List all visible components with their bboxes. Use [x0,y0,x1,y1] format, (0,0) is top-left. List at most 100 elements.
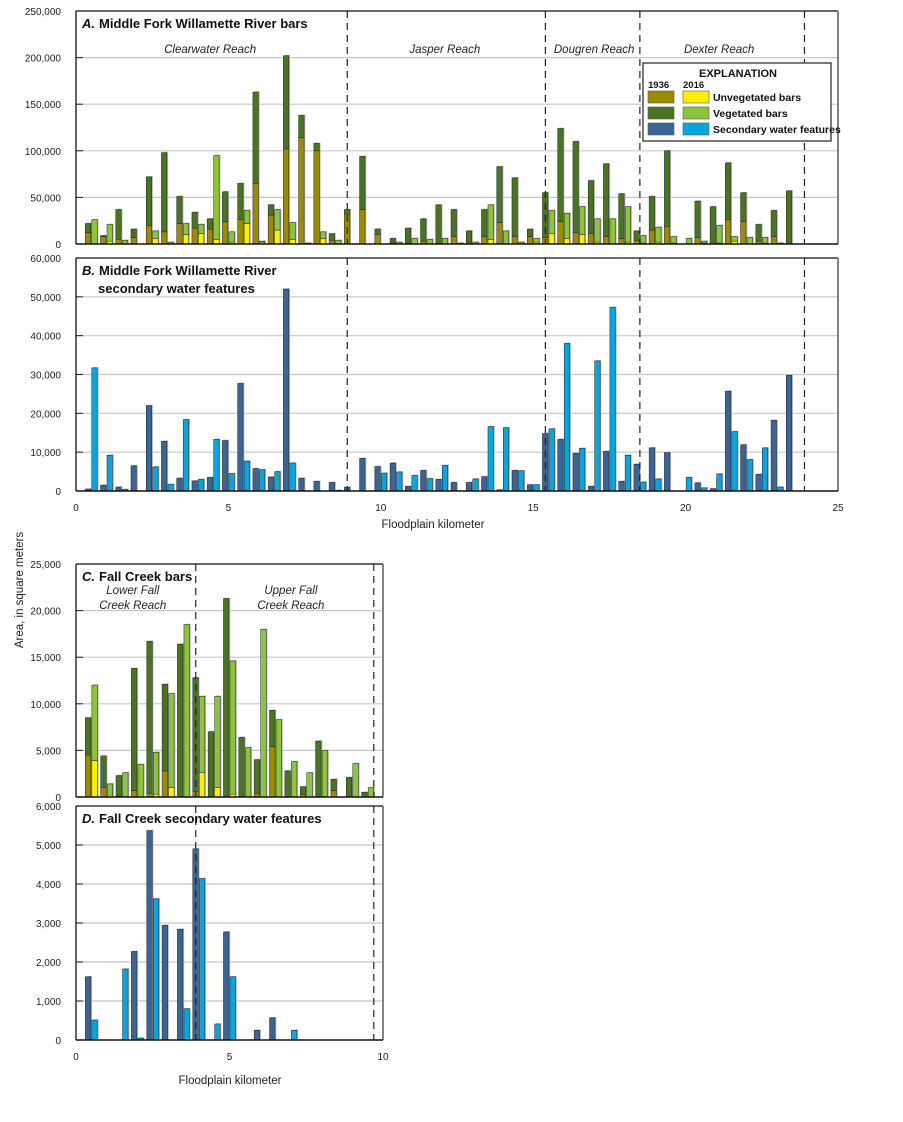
bar-vegetated-1936 [374,228,381,235]
bar-water-1936 [146,830,153,1041]
bar-water-1936 [267,476,274,492]
y-tick-label: 0 [55,487,61,498]
bar-unvegetated-1936 [191,227,198,245]
bar-water-1936 [618,481,625,492]
bar-vegetated-1936 [85,223,91,234]
bar-unvegetated-1936 [330,790,337,798]
bar-unvegetated-1936 [740,221,747,245]
bar-water-2016 [122,968,129,1041]
bar-unvegetated-1936 [100,787,107,798]
bar-vegetated-1936 [85,717,92,756]
x-tick-label: 0 [73,503,79,514]
bar-vegetated-2016 [168,693,175,788]
bar-water-2016 [563,343,570,492]
y-tick-label: 2,000 [36,958,61,969]
bar-vegetated-1936 [755,224,762,242]
bar-vegetated-2016 [594,218,601,243]
bar-vegetated-1936 [496,166,503,223]
bar-vegetated-2016 [152,230,159,239]
bar-vegetated-2016 [291,761,298,798]
y-tick-label: 0 [55,1036,61,1047]
bar-vegetated-2016 [624,206,631,243]
bar-vegetated-2016 [153,752,160,795]
bar-vegetated-1936 [572,141,579,234]
bar-unvegetated-1936 [557,221,564,245]
bar-water-1936 [130,465,137,492]
y-tick-label: 30,000 [30,371,61,382]
bar-water-2016 [472,478,479,492]
panel-title: C. Fall Creek bars [82,569,192,584]
bar-water-1936 [450,482,457,492]
bar-vegetated-2016 [198,224,205,234]
bar-water-2016 [228,473,235,492]
bar-water-1936 [161,925,168,1041]
bar-vegetated-1936 [466,230,472,243]
bar-water-1936 [253,1030,260,1041]
bar-water-1936 [298,477,305,492]
bar-water-2016 [533,484,540,492]
y-tick-label: 0 [55,793,61,804]
bar-vegetated-2016 [502,230,509,245]
bar-vegetated-1936 [786,190,793,245]
y-tick-label: 5,000 [36,841,61,852]
bar-unvegetated-2016 [152,238,159,245]
bar-vegetated-2016 [579,206,586,235]
bar-vegetated-2016 [182,223,189,235]
bar-water-2016 [291,1030,298,1041]
bar-water-2016 [182,419,189,492]
y-tick-label: 5,000 [36,746,61,757]
bar-vegetated-1936 [283,55,290,150]
y-tick-label: 10,000 [30,700,61,711]
bar-vegetated-2016 [245,747,252,798]
bar-unvegetated-2016 [168,787,175,798]
bar-unvegetated-1936 [130,237,137,245]
bar-vegetated-1936 [191,212,198,229]
panel-title-text: Middle Fork Willamette River bars [99,16,308,31]
bar-vegetated-1936 [359,156,366,210]
bar-water-2016 [396,471,403,492]
bar-water-1936 [145,405,152,492]
reach-label: Lower Fall [106,585,159,597]
bar-water-1936 [466,482,472,492]
reach-label-line2: Creek Reach [257,600,324,612]
bar-unvegetated-2016 [199,772,206,798]
bar-vegetated-1936 [115,209,122,240]
y-tick-label: 50,000 [30,193,61,204]
bar-vegetated-2016 [91,684,98,761]
bar-water-1936 [557,439,564,492]
bar-water-1936 [131,951,138,1041]
legend-swatch-2016 [682,106,710,120]
bar-vegetated-2016 [442,238,448,245]
bar-vegetated-1936 [709,206,716,243]
bar-water-1936 [664,452,671,492]
legend-explanation: EXPLANATION 1936 2016 Unvegetated bars Veget… [642,62,841,142]
bar-unvegetated-1936 [359,209,366,245]
bar-vegetated-1936 [252,91,259,184]
bar-vegetated-2016 [640,235,647,244]
bar-unvegetated-2016 [91,760,98,798]
bar-water-2016 [442,465,448,492]
reach-label: Jasper Reach [408,44,480,56]
bar-water-2016 [381,472,388,492]
bar-water-2016 [91,1019,98,1041]
x-tick-label: 5 [226,503,232,514]
bar-vegetated-1936 [222,191,229,222]
legend-swatch-1936 [647,106,675,120]
bar-water-1936 [328,482,335,492]
bar-unvegetated-1936 [237,219,244,245]
panel-title: B. Middle Fork Willamette River [82,263,277,278]
bar-vegetated-1936 [435,204,442,244]
bar-unvegetated-1936 [252,183,259,245]
bar-vegetated-2016 [183,624,190,798]
bar-water-2016 [198,479,205,492]
bar-vegetated-1936 [694,200,701,238]
bar-water-2016 [624,455,631,492]
bar-water-2016 [548,428,555,492]
bar-water-1936 [511,470,518,492]
legend-swatch-1936 [647,122,675,136]
bar-vegetated-2016 [306,772,313,798]
bar-unvegetated-1936 [694,237,701,245]
bar-unvegetated-2016 [214,787,221,798]
bar-unvegetated-1936 [222,221,229,245]
panel-c-fall-creek-bars: 0 5,000 10,000 15,000 20,000 25,000 C. Fall Cre… [30,560,384,804]
